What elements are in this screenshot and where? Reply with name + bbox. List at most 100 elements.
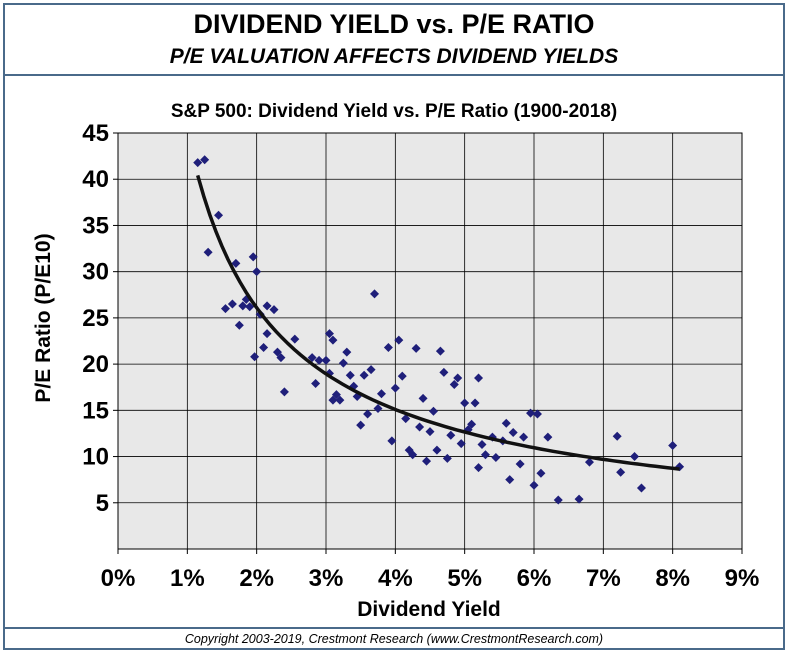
page-title: DIVIDEND YIELD vs. P/E RATIO bbox=[193, 9, 595, 39]
data-point bbox=[262, 301, 272, 311]
data-point bbox=[363, 409, 373, 419]
x-tick-label: 6% bbox=[517, 565, 552, 592]
x-tick-label: 2% bbox=[239, 565, 274, 592]
data-point bbox=[415, 422, 425, 432]
x-tick-label: 4% bbox=[378, 565, 413, 592]
data-point bbox=[574, 494, 584, 504]
data-point bbox=[435, 346, 445, 356]
data-point bbox=[203, 247, 213, 257]
data-point bbox=[276, 353, 286, 363]
data-point bbox=[401, 414, 411, 424]
data-point bbox=[477, 440, 487, 450]
data-point bbox=[519, 432, 529, 442]
data-point bbox=[220, 304, 230, 314]
data-point bbox=[252, 267, 262, 277]
data-point bbox=[501, 418, 511, 428]
data-point bbox=[227, 299, 237, 309]
data-point bbox=[543, 432, 553, 442]
data-point bbox=[616, 467, 626, 477]
data-point bbox=[272, 347, 282, 357]
data-point bbox=[324, 329, 334, 339]
data-point bbox=[311, 379, 321, 389]
data-point bbox=[394, 335, 404, 345]
x-tick-label: 8% bbox=[655, 565, 690, 592]
data-point bbox=[636, 483, 646, 493]
chart-title: S&P 500: Dividend Yield vs. P/E Ratio (1… bbox=[171, 101, 617, 122]
data-point bbox=[474, 373, 484, 383]
data-point bbox=[279, 387, 289, 397]
data-point bbox=[345, 370, 355, 380]
data-point bbox=[366, 365, 376, 375]
data-point bbox=[290, 334, 300, 344]
data-point bbox=[200, 155, 210, 165]
data-point bbox=[383, 342, 393, 352]
trendline bbox=[196, 174, 680, 471]
divider-top bbox=[5, 74, 783, 76]
data-point bbox=[387, 436, 397, 446]
data-point bbox=[428, 406, 438, 416]
data-point bbox=[259, 342, 269, 352]
data-point bbox=[505, 475, 515, 485]
data-point bbox=[193, 158, 203, 168]
data-point bbox=[467, 419, 477, 429]
y-tick-label: 30 bbox=[82, 259, 109, 286]
y-tick-label: 5 bbox=[96, 490, 109, 517]
data-point bbox=[328, 395, 338, 405]
data-point bbox=[321, 355, 331, 365]
x-tick-label: 5% bbox=[447, 565, 482, 592]
data-point bbox=[373, 403, 383, 413]
data-point bbox=[425, 427, 435, 437]
data-point bbox=[231, 258, 241, 268]
data-point bbox=[314, 355, 324, 365]
data-point bbox=[515, 459, 525, 469]
y-tick-label: 40 bbox=[82, 166, 109, 193]
data-point bbox=[439, 367, 449, 377]
data-point bbox=[359, 370, 369, 380]
data-point bbox=[408, 450, 418, 460]
y-tick-label: 45 bbox=[82, 120, 109, 147]
data-point bbox=[238, 301, 248, 311]
data-point bbox=[532, 409, 542, 419]
data-point bbox=[442, 453, 452, 463]
x-axis-ticks: 0% 1% 2% 3% 4% 5% 6% 7% 8% 9% bbox=[101, 549, 759, 592]
data-point bbox=[456, 439, 466, 449]
data-point bbox=[612, 431, 622, 441]
copyright-text: Copyright 2003-2019, Crestmont Research … bbox=[184, 632, 604, 646]
y-axis-label: P/E Ratio (P/E10) bbox=[32, 233, 55, 402]
y-tick-label: 15 bbox=[82, 397, 109, 424]
data-point bbox=[370, 289, 380, 299]
data-point bbox=[376, 389, 386, 399]
data-point bbox=[397, 371, 407, 381]
data-point bbox=[214, 210, 224, 220]
data-point bbox=[262, 329, 272, 339]
data-point bbox=[335, 395, 345, 405]
data-point bbox=[328, 335, 338, 345]
y-axis-ticks: 5 10 15 20 25 30 35 40 45 bbox=[82, 120, 118, 517]
data-point bbox=[584, 457, 594, 467]
data-point bbox=[422, 456, 432, 466]
data-point bbox=[342, 347, 352, 357]
data-point bbox=[250, 352, 260, 362]
data-point bbox=[390, 383, 400, 393]
data-points bbox=[193, 155, 685, 505]
x-tick-label: 7% bbox=[586, 565, 621, 592]
data-point bbox=[248, 252, 258, 262]
x-axis-label: Dividend Yield bbox=[357, 598, 501, 621]
data-point bbox=[460, 398, 470, 408]
data-point bbox=[553, 495, 563, 505]
data-point bbox=[245, 302, 255, 312]
data-point bbox=[418, 393, 428, 403]
divider-bottom bbox=[5, 627, 783, 629]
x-tick-label: 1% bbox=[170, 565, 205, 592]
plot-area bbox=[117, 132, 743, 550]
y-tick-label: 20 bbox=[82, 351, 109, 378]
page-subtitle: P/E VALUATION AFFECTS DIVIDEND YIELDS bbox=[169, 45, 619, 68]
data-point bbox=[508, 428, 518, 438]
data-point bbox=[453, 373, 463, 383]
data-point bbox=[331, 390, 341, 400]
data-point bbox=[269, 305, 279, 315]
data-point bbox=[338, 358, 348, 368]
data-point bbox=[630, 452, 640, 462]
x-tick-label: 0% bbox=[101, 565, 136, 592]
